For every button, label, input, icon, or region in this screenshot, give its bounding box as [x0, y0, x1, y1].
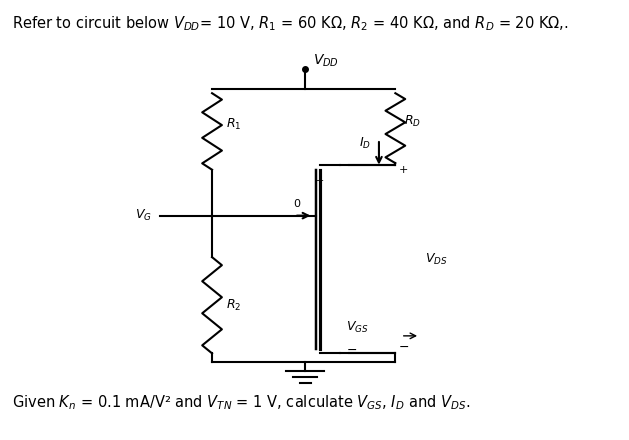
Text: $V_{DS}$: $V_{DS}$	[425, 252, 448, 267]
Text: $V_{GS}$: $V_{GS}$	[346, 319, 369, 335]
Text: $V_G$: $V_G$	[135, 208, 152, 223]
Text: $V_{DD}$: $V_{DD}$	[313, 52, 339, 69]
Text: $R_1$: $R_1$	[226, 117, 241, 132]
Text: $0$: $0$	[292, 197, 301, 209]
Text: $+$: $+$	[399, 164, 409, 175]
Text: $+$: $+$	[314, 175, 324, 186]
Text: $-$: $-$	[398, 340, 409, 353]
Text: $-$: $-$	[346, 342, 357, 356]
Text: $I_D$: $I_D$	[359, 136, 371, 151]
Text: $R_2$: $R_2$	[226, 298, 241, 313]
Text: Given $K_n$ = 0.1 mA/V² and $V_{TN}$ = 1 V, calculate $V_{GS}$, $I_D$ and $V_{DS: Given $K_n$ = 0.1 mA/V² and $V_{TN}$ = 1…	[13, 394, 470, 412]
Text: $R_D$: $R_D$	[404, 114, 421, 129]
Text: Refer to circuit below $V_{DD}$= 10 V, $R_1$ = 60 K$\Omega$, $R_2$ = 40 K$\Omega: Refer to circuit below $V_{DD}$= 10 V, $…	[13, 15, 569, 33]
